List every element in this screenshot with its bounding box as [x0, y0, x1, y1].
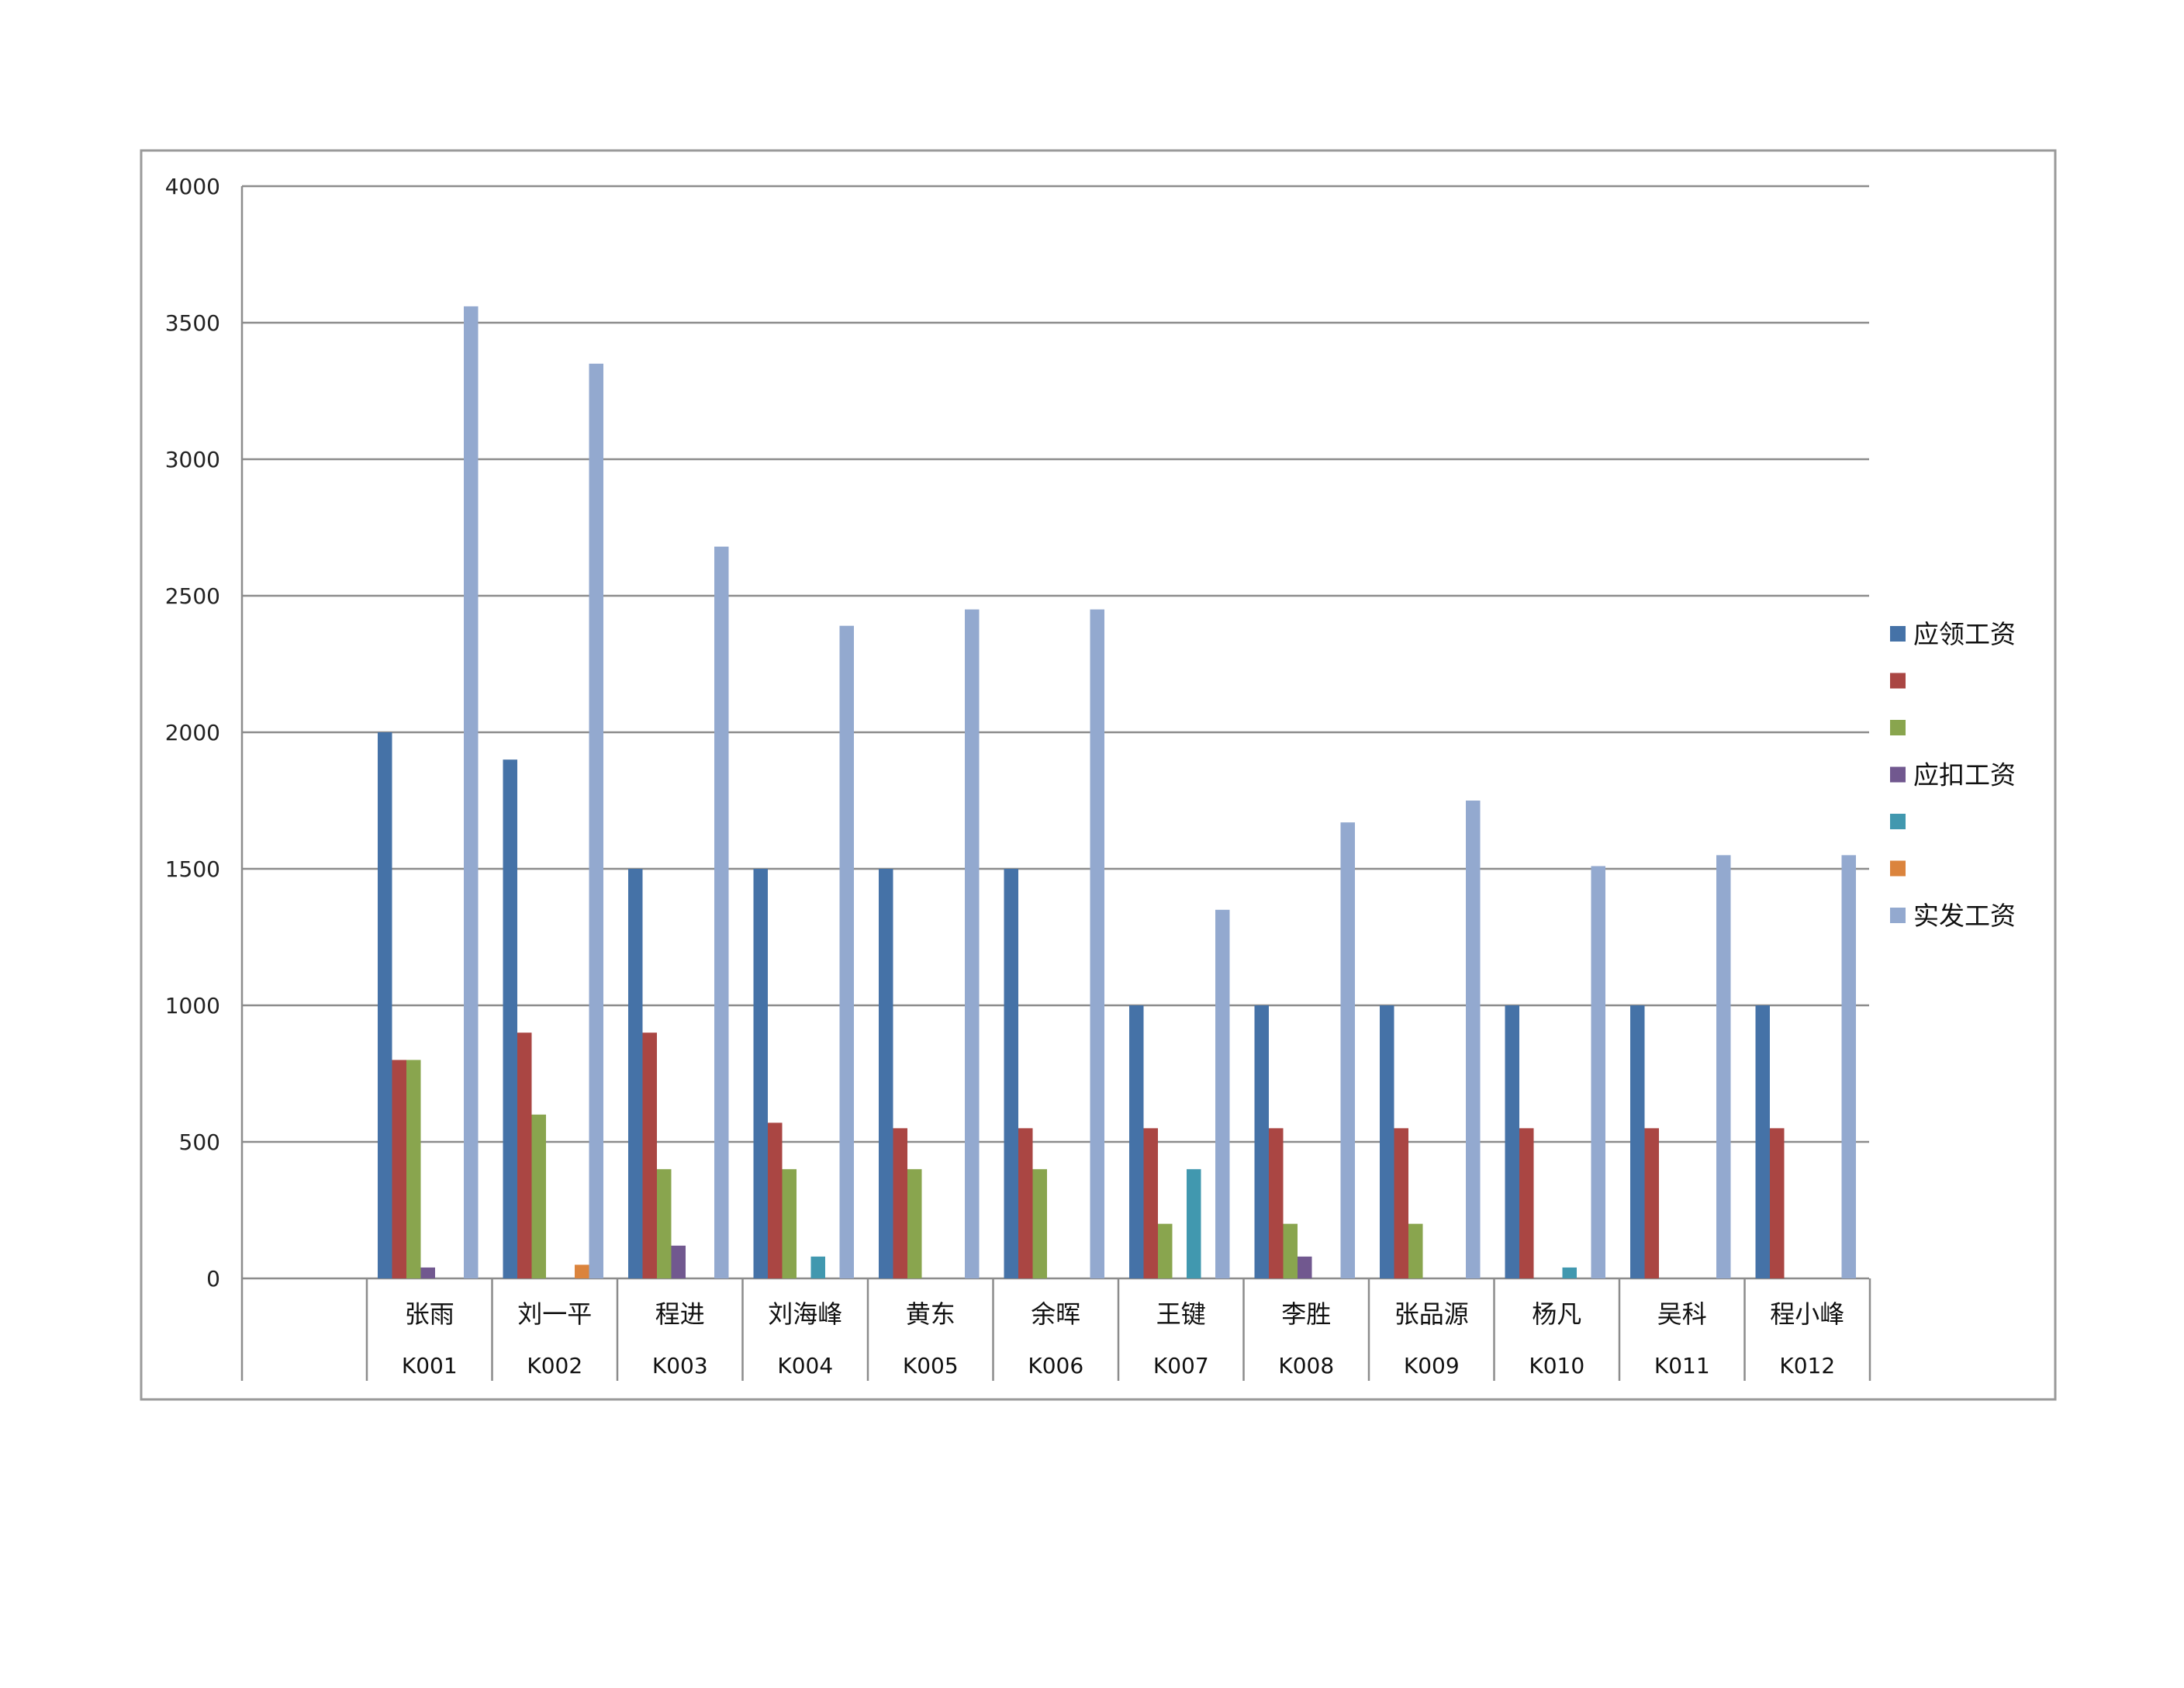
bar-series-3-K002 — [531, 1114, 546, 1278]
bar-series-1-K007 — [1129, 1005, 1144, 1278]
bar-series-2-K010 — [1519, 1128, 1534, 1278]
x-category-code: K007 — [1153, 1353, 1209, 1378]
x-category-code: K008 — [1278, 1353, 1334, 1378]
legend-swatch-3 — [1890, 720, 1906, 735]
y-tick-label: 1500 — [165, 856, 220, 882]
bar-series-2-K002 — [517, 1033, 532, 1278]
bar-series-7-K004 — [839, 625, 854, 1278]
legend-swatch-4 — [1890, 766, 1906, 783]
bar-series-2-K003 — [642, 1033, 657, 1278]
x-category-code: K004 — [777, 1353, 833, 1378]
x-category-code: K012 — [1779, 1353, 1835, 1378]
x-category-code: K009 — [1404, 1353, 1460, 1378]
bar-series-3-K003 — [657, 1169, 672, 1278]
bar-series-7-K006 — [1090, 609, 1104, 1278]
bar-series-1-K008 — [1254, 1005, 1269, 1278]
legend-label-7: 实发工资 — [1913, 901, 2016, 931]
bar-series-3-K005 — [907, 1169, 922, 1278]
bar-series-4-K008 — [1298, 1256, 1312, 1278]
bar-series-1-K004 — [753, 869, 768, 1278]
x-category-label: 张雨 — [405, 1299, 454, 1329]
bar-series-2-K012 — [1770, 1128, 1785, 1278]
bar-series-7-K011 — [1716, 855, 1731, 1278]
bar-series-5-K007 — [1187, 1169, 1201, 1278]
bar-series-2-K008 — [1269, 1128, 1284, 1278]
bar-series-7-K007 — [1215, 909, 1230, 1278]
bar-series-7-K010 — [1591, 866, 1605, 1278]
legend-label-1: 应领工资 — [1913, 619, 2016, 649]
bar-series-7-K008 — [1340, 822, 1355, 1278]
y-tick-label: 3000 — [165, 447, 220, 472]
x-category-label: 刘一平 — [517, 1299, 592, 1329]
bar-series-7-K002 — [589, 363, 603, 1278]
x-category-code: K005 — [903, 1353, 959, 1378]
bar-series-2-K004 — [768, 1122, 783, 1278]
x-category-code: K002 — [527, 1353, 582, 1378]
bar-series-1-K012 — [1755, 1005, 1770, 1278]
x-category-code: K011 — [1654, 1353, 1710, 1378]
x-category-label: 吴科 — [1657, 1299, 1707, 1329]
bar-series-7-K001 — [464, 306, 479, 1278]
y-tick-label: 1000 — [165, 993, 220, 1019]
bar-series-1-K011 — [1630, 1005, 1645, 1278]
y-tick-label: 3500 — [165, 310, 220, 336]
x-category-code: K003 — [652, 1353, 708, 1378]
bar-series-2-K007 — [1143, 1128, 1158, 1278]
bar-series-1-K009 — [1380, 1005, 1394, 1278]
x-category-label: 黄东 — [906, 1299, 955, 1329]
bar-series-3-K001 — [406, 1060, 421, 1278]
bar-series-3-K009 — [1408, 1223, 1423, 1278]
bar-series-7-K009 — [1466, 801, 1481, 1278]
bar-series-7-K005 — [965, 609, 980, 1278]
bar-series-1-K001 — [378, 732, 392, 1278]
x-category-label: 王键 — [1156, 1299, 1206, 1329]
x-category-label: 刘海峰 — [768, 1299, 842, 1329]
x-category-code: K010 — [1529, 1353, 1584, 1378]
legend-swatch-1 — [1890, 626, 1906, 642]
bar-series-2-K001 — [392, 1060, 406, 1278]
bar-series-7-K003 — [714, 546, 729, 1278]
legend-swatch-5 — [1890, 814, 1906, 829]
x-category-label: 程小峰 — [1770, 1299, 1844, 1329]
bar-series-1-K003 — [628, 869, 643, 1278]
bar-series-1-K010 — [1505, 1005, 1519, 1278]
legend-swatch-6 — [1890, 860, 1906, 877]
bar-series-7-K012 — [1841, 855, 1856, 1278]
y-tick-label: 0 — [206, 1266, 220, 1292]
legend-swatch-2 — [1890, 673, 1906, 689]
axis-labels: 0 500 1000 1500 2000 2500 3000 3500 4000 张雨 K001 刘一… — [165, 174, 1845, 1378]
bar-series-1-K005 — [879, 869, 893, 1278]
bar-series-5-K004 — [810, 1256, 825, 1278]
bar-series-4-K003 — [671, 1245, 686, 1278]
bar-series-3-K004 — [782, 1169, 797, 1278]
bar-series-5-K010 — [1562, 1267, 1577, 1278]
bar-series-2-K011 — [1644, 1128, 1659, 1278]
bar-series-1-K006 — [1004, 869, 1018, 1278]
y-tick-label: 500 — [179, 1129, 220, 1155]
bar-series-2-K009 — [1394, 1128, 1408, 1278]
legend-label-4: 应扣工资 — [1913, 760, 2016, 790]
bar-series-6-K002 — [575, 1264, 589, 1278]
x-category-label: 张品源 — [1394, 1299, 1469, 1329]
x-category-label: 李胜 — [1281, 1299, 1331, 1329]
bars — [378, 306, 1856, 1278]
x-category-code: K001 — [402, 1353, 458, 1378]
x-category-code: K006 — [1028, 1353, 1083, 1378]
bar-series-4-K001 — [420, 1267, 435, 1278]
y-tick-label: 2000 — [165, 720, 220, 745]
x-category-label: 程进 — [655, 1299, 705, 1329]
x-category-label: 余晖 — [1031, 1299, 1080, 1329]
bar-series-1-K002 — [503, 759, 517, 1278]
bar-series-3-K007 — [1158, 1223, 1173, 1278]
x-category-label: 杨凡 — [1532, 1299, 1581, 1329]
y-tick-label: 2500 — [165, 583, 220, 609]
bar-series-2-K006 — [1018, 1128, 1033, 1278]
bar-series-2-K005 — [893, 1128, 907, 1278]
bar-series-3-K008 — [1283, 1223, 1298, 1278]
legend-swatch-7 — [1890, 908, 1906, 923]
y-tick-label: 4000 — [165, 174, 220, 199]
bar-series-3-K006 — [1032, 1169, 1047, 1278]
